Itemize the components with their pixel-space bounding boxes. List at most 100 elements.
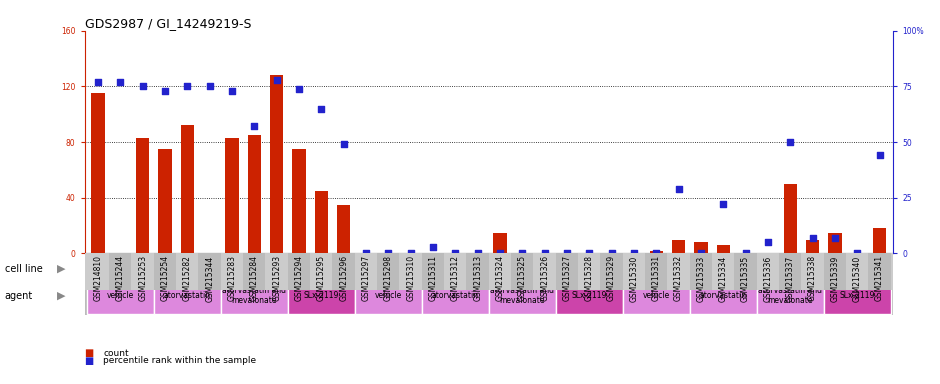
Bar xyxy=(823,278,891,314)
Bar xyxy=(623,254,891,283)
Point xyxy=(649,250,664,257)
Point xyxy=(403,250,418,257)
Text: GSM215340: GSM215340 xyxy=(853,255,862,301)
Bar xyxy=(672,240,685,253)
Bar xyxy=(716,245,730,253)
Point xyxy=(872,152,887,159)
Bar xyxy=(511,253,534,290)
Bar xyxy=(466,253,489,290)
Bar xyxy=(422,253,444,290)
Point xyxy=(247,123,262,129)
Point xyxy=(738,250,753,257)
Point xyxy=(90,79,105,85)
Text: GSM215333: GSM215333 xyxy=(697,255,705,301)
Point xyxy=(269,77,284,83)
Text: vehicle: vehicle xyxy=(375,291,402,300)
Bar xyxy=(109,253,132,290)
Text: GSM215338: GSM215338 xyxy=(808,255,817,301)
Point xyxy=(113,79,128,85)
Bar xyxy=(645,253,667,290)
Point xyxy=(470,250,485,257)
Point xyxy=(760,239,776,245)
Bar xyxy=(154,253,176,290)
Bar xyxy=(243,253,265,290)
Text: SLx-2119: SLx-2119 xyxy=(304,291,339,300)
Text: GDS2987 / GI_14249219-S: GDS2987 / GI_14249219-S xyxy=(85,17,251,30)
Text: GSM215283: GSM215283 xyxy=(227,255,237,301)
Text: GSM215253: GSM215253 xyxy=(138,255,148,301)
Text: GSM215326: GSM215326 xyxy=(540,255,549,301)
Text: ▶: ▶ xyxy=(56,264,66,274)
Bar xyxy=(136,138,149,253)
Point xyxy=(180,83,195,89)
Text: GSM215310: GSM215310 xyxy=(406,255,415,301)
Bar xyxy=(337,205,351,253)
Bar xyxy=(226,138,239,253)
Point xyxy=(537,250,552,257)
Bar xyxy=(869,253,891,290)
Text: GSM215282: GSM215282 xyxy=(182,255,192,301)
Text: GSM215295: GSM215295 xyxy=(317,255,326,301)
Text: GSM215324: GSM215324 xyxy=(495,255,505,301)
Text: GSM215284: GSM215284 xyxy=(250,255,258,301)
Point xyxy=(626,250,641,257)
Point xyxy=(337,141,352,147)
Bar xyxy=(377,253,399,290)
Bar xyxy=(667,253,690,290)
Bar xyxy=(333,253,354,290)
Text: GSM215313: GSM215313 xyxy=(473,255,482,301)
Text: vehicle: vehicle xyxy=(643,291,670,300)
Bar xyxy=(873,228,886,253)
Bar xyxy=(158,149,172,253)
Point xyxy=(827,235,842,241)
Point xyxy=(715,201,730,207)
Bar xyxy=(270,75,283,253)
Text: GSM215254: GSM215254 xyxy=(161,255,169,301)
Bar xyxy=(690,278,757,314)
Point xyxy=(158,88,173,94)
Bar xyxy=(846,253,869,290)
Text: GSM215297: GSM215297 xyxy=(362,255,370,301)
Bar xyxy=(779,253,802,290)
Text: ■: ■ xyxy=(85,348,94,358)
Bar xyxy=(86,253,109,290)
Bar xyxy=(221,278,288,314)
Bar xyxy=(176,253,198,290)
Bar xyxy=(556,253,578,290)
Bar xyxy=(180,125,194,253)
Bar xyxy=(288,253,310,290)
Bar xyxy=(354,254,623,283)
Point xyxy=(225,88,240,94)
Bar xyxy=(757,278,823,314)
Text: pulmonary artery smooth muscle cells: pulmonary artery smooth muscle cells xyxy=(401,264,576,273)
Point xyxy=(582,250,597,257)
Text: GSM215334: GSM215334 xyxy=(719,255,728,301)
Bar xyxy=(823,253,846,290)
Text: percentile rank within the sample: percentile rank within the sample xyxy=(103,356,257,366)
Bar xyxy=(784,184,797,253)
Point xyxy=(559,250,574,257)
Text: atorvastatin: atorvastatin xyxy=(699,291,747,300)
Text: GSM214810: GSM214810 xyxy=(93,255,102,301)
Text: atorvastatin: atorvastatin xyxy=(164,291,211,300)
Text: GSM215341: GSM215341 xyxy=(875,255,885,301)
Bar xyxy=(265,253,288,290)
Point xyxy=(671,186,686,192)
Bar xyxy=(422,278,489,314)
Text: ▶: ▶ xyxy=(56,291,66,301)
Text: atorvastatin and
mevalonate: atorvastatin and mevalonate xyxy=(491,286,555,305)
Text: GSM215325: GSM215325 xyxy=(518,255,526,301)
Text: GSM215330: GSM215330 xyxy=(630,255,638,301)
Point xyxy=(604,250,619,257)
Bar xyxy=(154,278,221,314)
Text: GSM215331: GSM215331 xyxy=(651,255,661,301)
Bar xyxy=(310,253,333,290)
Text: GSM215294: GSM215294 xyxy=(294,255,304,301)
Text: GSM215293: GSM215293 xyxy=(273,255,281,301)
Text: GSM215244: GSM215244 xyxy=(116,255,125,301)
Point xyxy=(135,83,150,89)
Bar xyxy=(247,135,261,253)
Text: SLx-2119: SLx-2119 xyxy=(572,291,607,300)
Point xyxy=(358,250,373,257)
Bar xyxy=(315,191,328,253)
